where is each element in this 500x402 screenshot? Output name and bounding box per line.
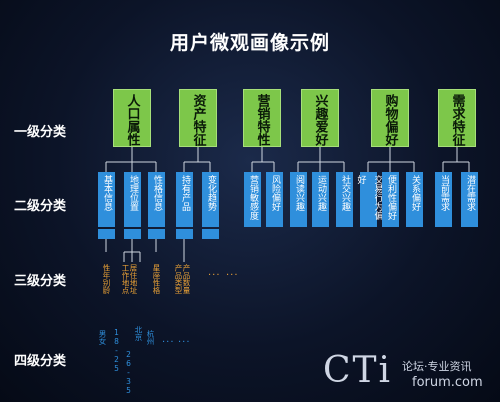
watermark-en: forum.com	[412, 375, 483, 390]
l1-label: 特征	[190, 120, 206, 146]
l4-item: 男女	[98, 330, 107, 345]
l1-label: 需求	[449, 94, 465, 120]
l1-label: 偏好	[382, 120, 398, 146]
l1-node-needs: 需求 特征	[438, 89, 476, 147]
l2-cap	[176, 229, 193, 239]
l2-node: 地理位置	[124, 172, 141, 227]
l1-node-interests: 兴趣 爱好	[301, 89, 339, 147]
l1-label: 兴趣	[312, 94, 328, 120]
l4-item: 26-35	[124, 350, 133, 395]
l4-item: 杭州	[146, 330, 155, 345]
l2-cap	[98, 229, 115, 239]
l1-label: 资产	[190, 94, 206, 120]
l3-item: 产品类型	[174, 264, 183, 294]
l1-label: 特性	[254, 120, 270, 146]
level-label-2: 二级分类	[14, 199, 67, 214]
l3-item: 性年别龄	[102, 264, 111, 294]
l2-cap	[148, 229, 165, 239]
l1-node-shopping: 购物 偏好	[371, 89, 409, 147]
l1-node-population: 人口 属性	[113, 89, 151, 147]
l3-item: 星座性格	[152, 264, 161, 294]
l4-ellipsis: ...	[162, 334, 175, 345]
l3-item: 产品数量	[182, 264, 191, 294]
l3-ellipsis: ...	[226, 267, 239, 278]
l2-cap	[202, 229, 219, 239]
l2-node: 运动兴趣	[312, 172, 329, 227]
l2-node: 持有产品	[176, 172, 193, 227]
l2-cap	[124, 229, 141, 239]
l2-node: 阅读兴趣	[290, 172, 307, 227]
l1-label: 爱好	[312, 120, 328, 146]
l2-node: 社交兴趣	[336, 172, 353, 227]
l2-node: 变化趋势	[202, 172, 219, 227]
l1-label: 营销	[254, 94, 270, 120]
l1-node-assets: 资产 特征	[179, 89, 217, 147]
l2-node: 性格信息	[148, 172, 165, 227]
l1-node-marketing: 营销 特性	[243, 89, 281, 147]
l1-label: 属性	[124, 120, 140, 146]
l1-label: 购物	[382, 94, 398, 120]
level-label-4: 四级分类	[14, 354, 67, 369]
l3-item: 工作地点	[121, 264, 130, 294]
l4-item: 北京	[134, 326, 143, 341]
l1-label: 人口	[124, 94, 140, 120]
l4-item: 18-25	[112, 328, 121, 373]
l2-node: 潜在需求	[461, 172, 478, 227]
l2-node: 风险偏好	[266, 172, 283, 227]
l3-item: 居住地址	[129, 264, 138, 294]
level-label-1: 一级分类	[14, 125, 67, 140]
watermark-logo: CTi	[323, 350, 393, 391]
l2-node: 便利性偏好	[382, 172, 399, 227]
level-label-3: 三级分类	[14, 274, 67, 289]
l3-ellipsis: ...	[208, 267, 221, 278]
l2-node: 交易行为偏好	[356, 172, 383, 227]
diagram-title: 用户微观画像示例	[169, 32, 330, 54]
l1-label: 特征	[449, 120, 465, 146]
watermark-cn: 论坛·专业资讯	[402, 360, 472, 373]
l2-node: 当前需求	[435, 172, 452, 227]
l2-node: 营销敏感度	[244, 172, 261, 227]
l2-node: 基本信息	[98, 172, 115, 227]
l4-ellipsis: ...	[178, 334, 191, 345]
l2-node: 关系偏好	[406, 172, 423, 227]
